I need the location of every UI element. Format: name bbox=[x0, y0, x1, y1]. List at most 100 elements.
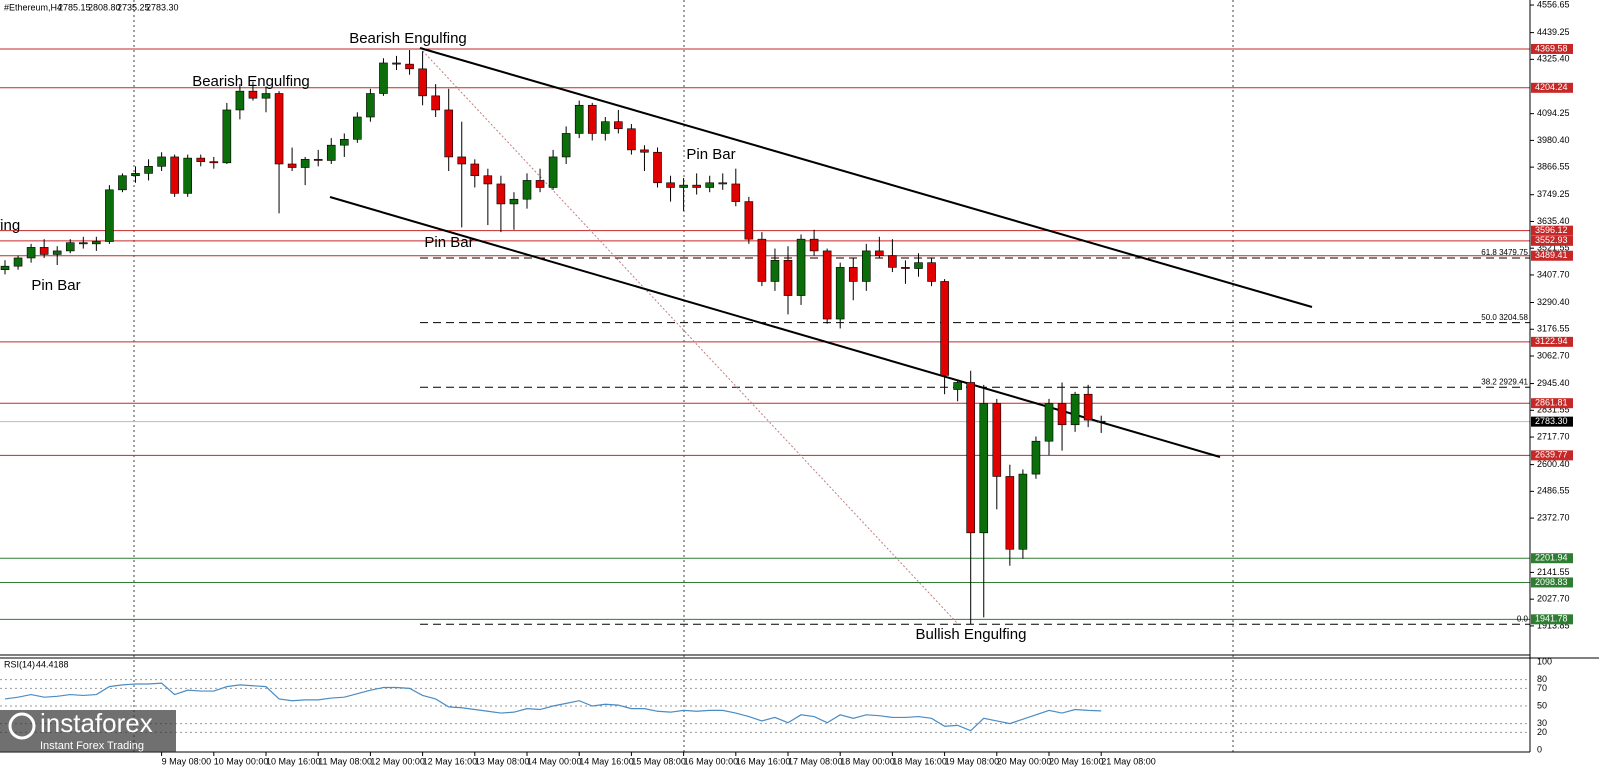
candle-body bbox=[261, 93, 271, 99]
y-tick-label: 2486.55 bbox=[1537, 486, 1570, 496]
candle-body bbox=[744, 201, 754, 240]
candle-body bbox=[39, 247, 49, 255]
candle-body bbox=[574, 104, 584, 134]
logo-tagline: Instant Forex Trading bbox=[40, 740, 144, 752]
level-label-bg bbox=[1531, 250, 1573, 261]
y-tick-label: 3980.40 bbox=[1537, 135, 1570, 145]
candle-body bbox=[600, 121, 610, 134]
price-axis-bg bbox=[1530, 0, 1599, 770]
candle-body bbox=[457, 156, 467, 165]
candle-body bbox=[170, 156, 179, 194]
candle-body bbox=[822, 250, 832, 320]
candle-body bbox=[1083, 393, 1093, 421]
candle-body bbox=[561, 133, 571, 158]
y-tick-label: 2027.70 bbox=[1537, 594, 1570, 604]
chart-title: #Ethereum,H4 bbox=[4, 2, 62, 12]
candle-body bbox=[992, 403, 1002, 477]
candle-body bbox=[405, 63, 414, 70]
rsi-tick-label: 80 bbox=[1537, 674, 1547, 684]
y-tick-label: 3290.40 bbox=[1537, 297, 1570, 307]
y-tick-label: 4094.25 bbox=[1537, 108, 1570, 118]
x-tick-label: 14 May 16:00 bbox=[579, 756, 634, 766]
fib-trend-line bbox=[419, 47, 959, 625]
pattern-annotation: Pin Bar bbox=[31, 277, 80, 294]
y-tick-label: 3407.70 bbox=[1537, 269, 1570, 279]
level-label-bg bbox=[1531, 450, 1573, 461]
candle-body bbox=[0, 265, 10, 271]
candle-body bbox=[979, 403, 989, 534]
level-label-bg bbox=[1531, 43, 1573, 54]
candle-body bbox=[692, 184, 701, 188]
y-tick-label: 2141.55 bbox=[1537, 567, 1570, 577]
x-tick-label: 20 May 16:00 bbox=[1049, 756, 1104, 766]
candle-body bbox=[235, 90, 245, 111]
x-tick-label: 17 May 08:00 bbox=[788, 756, 843, 766]
rsi-tick-label: 50 bbox=[1537, 700, 1547, 710]
candle-body bbox=[535, 180, 545, 188]
x-tick-label: 16 May 00:00 bbox=[684, 756, 739, 766]
candle-body bbox=[483, 175, 493, 185]
candle-body bbox=[731, 183, 741, 202]
fib-label: 50.0 3204.58 bbox=[1481, 313, 1528, 322]
candle-body bbox=[640, 149, 649, 153]
pattern-annotation: Pin Bar bbox=[686, 146, 735, 163]
candle-body bbox=[587, 104, 597, 134]
level-label: 2201.94 bbox=[1535, 553, 1568, 563]
fib-label: 0.0 bbox=[1517, 614, 1529, 623]
candle-body bbox=[1096, 420, 1106, 423]
logo-name: instaforex bbox=[40, 708, 153, 738]
x-tick-label: 16 May 16:00 bbox=[736, 756, 791, 766]
candle-body bbox=[809, 238, 819, 252]
candle-body bbox=[366, 93, 375, 118]
level-label-bg bbox=[1531, 553, 1573, 564]
candle-body bbox=[392, 62, 401, 65]
fib-label: 38.2 2929.41 bbox=[1481, 377, 1528, 386]
candle-body bbox=[431, 95, 440, 111]
header-high: 2808.80 bbox=[88, 2, 121, 12]
candle-body bbox=[875, 250, 884, 256]
pattern-annotation: Bearish Engulfing bbox=[349, 30, 467, 47]
candle-body bbox=[274, 93, 284, 165]
level-label-bg bbox=[1531, 225, 1573, 236]
candle-body bbox=[209, 161, 219, 164]
candle-body bbox=[65, 242, 75, 252]
logo-icon bbox=[8, 712, 36, 740]
candle-body bbox=[92, 241, 101, 245]
candle-body bbox=[157, 156, 166, 167]
candle-body bbox=[796, 238, 806, 296]
candle-body bbox=[927, 262, 936, 282]
candle-body bbox=[848, 267, 858, 282]
x-tick-label: 20 May 00:00 bbox=[997, 756, 1052, 766]
candle-body bbox=[966, 382, 976, 534]
level-label-bg bbox=[1531, 336, 1573, 347]
candle-body bbox=[196, 157, 206, 162]
candle-body bbox=[300, 158, 310, 168]
pattern-annotation: Bullish Engulfing bbox=[916, 626, 1027, 643]
candle-body bbox=[379, 62, 388, 94]
x-tick-label: 11 May 08:00 bbox=[318, 756, 372, 766]
y-tick-label: 3521.55 bbox=[1537, 243, 1570, 253]
candle-body bbox=[914, 262, 923, 269]
y-tick-label: 3176.55 bbox=[1537, 324, 1570, 334]
candle-body bbox=[418, 68, 427, 97]
candle-body bbox=[131, 173, 140, 177]
candle-body bbox=[13, 257, 23, 267]
pattern-annotation: fing bbox=[0, 217, 20, 234]
candle-body bbox=[1031, 440, 1041, 475]
channel-upper bbox=[419, 47, 1313, 308]
candle-body bbox=[118, 175, 127, 191]
level-label: 3122.94 bbox=[1535, 336, 1568, 346]
candle-body bbox=[26, 247, 36, 259]
candle-body bbox=[653, 151, 662, 184]
candle-body bbox=[888, 255, 897, 268]
candle-body bbox=[1005, 476, 1015, 550]
candle-body bbox=[79, 242, 88, 245]
y-tick-label: 4325.40 bbox=[1537, 54, 1570, 64]
rsi-label: RSI(14) bbox=[4, 659, 35, 669]
candle-body bbox=[509, 198, 519, 205]
candle-body bbox=[783, 260, 793, 296]
candle-body bbox=[1044, 403, 1054, 442]
level-label: 2098.83 bbox=[1535, 577, 1568, 587]
